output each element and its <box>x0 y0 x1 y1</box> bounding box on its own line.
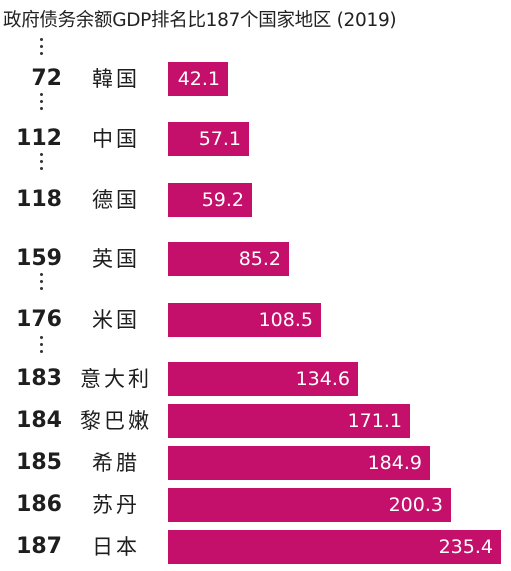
category-label: 日本 <box>92 535 140 559</box>
bar: 57.1 <box>168 122 249 156</box>
bar: 235.4 <box>168 530 501 564</box>
category-label: 米国 <box>92 308 140 332</box>
data-label: 171.1 <box>347 410 402 432</box>
rank-gap-dots <box>40 153 44 174</box>
data-label: 134.6 <box>295 368 350 390</box>
rank-label: 159 <box>16 246 62 271</box>
data-label: 57.1 <box>198 128 241 150</box>
bar: 59.2 <box>168 183 252 217</box>
category-label: 韓国 <box>92 67 140 91</box>
category-label: 希腊 <box>92 451 140 475</box>
data-label: 42.1 <box>177 68 220 90</box>
rank-gap-dots <box>40 38 44 59</box>
data-label: 200.3 <box>388 494 443 516</box>
bar: 171.1 <box>168 404 410 438</box>
rank-gap-dots <box>40 273 44 294</box>
category-label: 意大利 <box>80 367 152 391</box>
category-label: 苏丹 <box>92 493 140 517</box>
rank-label: 184 <box>16 408 62 433</box>
data-label: 235.4 <box>438 536 493 558</box>
bar: 184.9 <box>168 446 430 480</box>
data-label: 184.9 <box>367 452 422 474</box>
chart-title: 政府债务余额GDP排名比187个国家地区 (2019) <box>3 10 397 31</box>
rank-label: 112 <box>16 126 62 151</box>
rank-label: 176 <box>16 307 62 332</box>
rank-gap-dots <box>40 93 44 114</box>
rank-gap-dots <box>40 336 44 357</box>
bar: 42.1 <box>168 62 228 96</box>
data-label: 59.2 <box>201 189 244 211</box>
rank-label: 186 <box>16 492 62 517</box>
category-label: 德国 <box>92 188 140 212</box>
rank-label: 187 <box>16 534 62 559</box>
bar: 134.6 <box>168 362 358 396</box>
category-label: 中国 <box>92 127 140 151</box>
bar: 108.5 <box>168 303 321 337</box>
rank-label: 72 <box>31 66 62 91</box>
bar: 200.3 <box>168 488 451 522</box>
data-label: 108.5 <box>258 309 313 331</box>
category-label: 黎巴嫩 <box>80 409 152 433</box>
bar: 85.2 <box>168 242 289 276</box>
rank-label: 118 <box>16 187 62 212</box>
rank-label: 185 <box>16 450 62 475</box>
data-label: 85.2 <box>238 248 281 270</box>
category-label: 英国 <box>92 247 140 271</box>
rank-label: 183 <box>16 366 62 391</box>
